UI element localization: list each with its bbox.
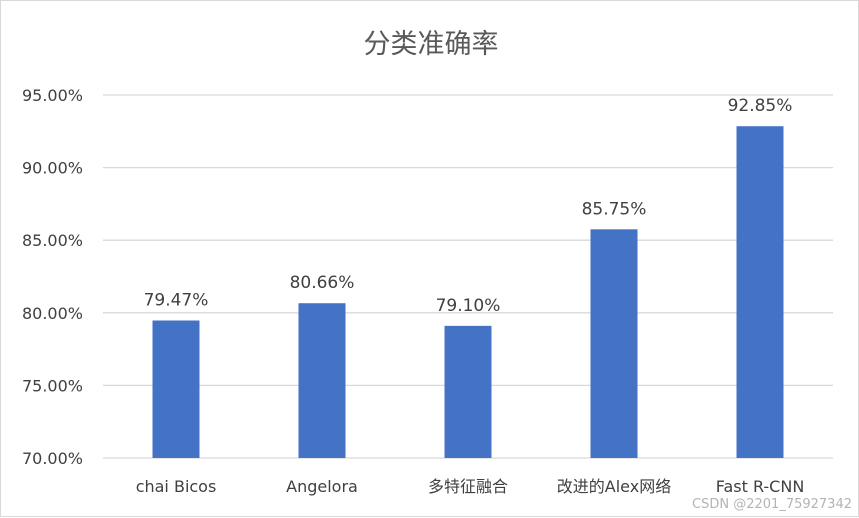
bar [152,320,200,458]
x-tick-label: Angelora [286,477,358,496]
y-tick-label: 85.00% [22,231,83,250]
x-tick-label: Fast R-CNN [716,477,805,496]
x-tick-label: 多特征融合 [428,477,508,496]
y-tick-label: 90.00% [22,159,83,178]
y-tick-label: 75.00% [22,376,83,395]
bar [298,303,346,458]
bars [152,126,784,458]
data-label: 85.75% [582,199,647,219]
data-label: 79.47% [144,290,209,310]
data-labels: 79.47% 80.66% 79.10% 85.75% 92.85% [144,96,793,316]
data-label: 79.10% [436,296,501,316]
gridlines [103,94,833,459]
bar [736,126,784,458]
x-axis: chai Bicos Angelora 多特征融合 改进的Alex网络 Fast R-C… [136,477,805,496]
y-tick-label: 95.00% [22,86,83,105]
watermark: CSDN @2201_75927342 [692,497,852,512]
x-tick-label: chai Bicos [136,477,217,496]
chart-title: 分类准确率 [364,29,499,60]
data-label: 80.66% [290,273,355,293]
bar [444,325,492,458]
x-tick-label: 改进的Alex网络 [557,477,671,496]
y-tick-label: 80.00% [22,304,83,323]
y-tick-label: 70.00% [22,449,83,468]
data-label: 92.85% [728,96,793,116]
bar [590,229,638,458]
y-axis: 70.00% 75.00% 80.00% 85.00% 90.00% 95.00% [22,86,83,468]
